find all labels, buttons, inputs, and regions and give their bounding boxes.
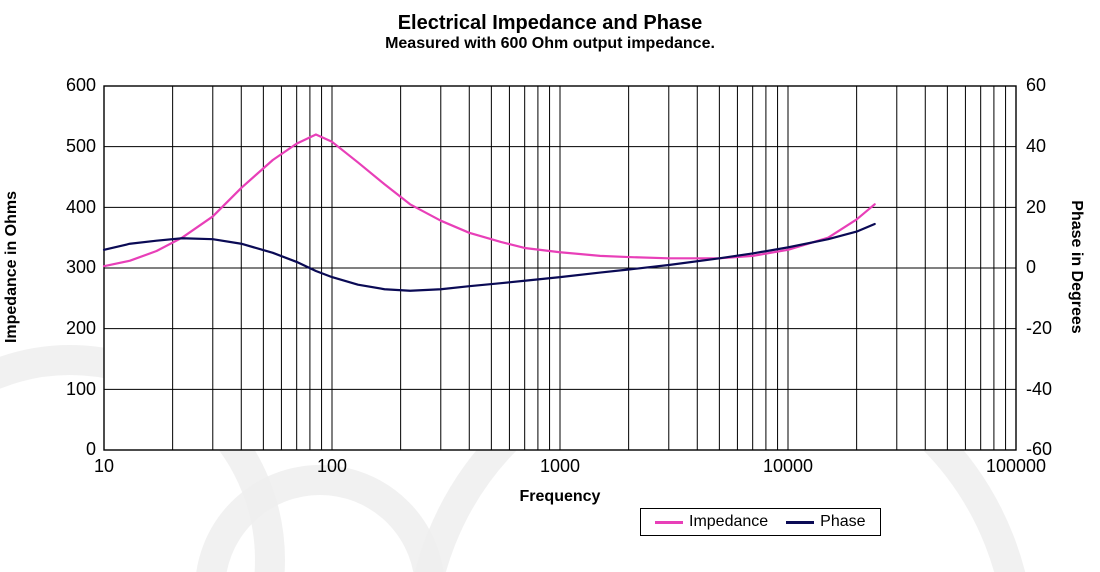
tick-label: 60 bbox=[1026, 75, 1046, 96]
tick-label: 1000 bbox=[520, 456, 600, 477]
tick-label: 40 bbox=[1026, 136, 1046, 157]
tick-label: 300 bbox=[36, 257, 96, 278]
legend-item-phase: Phase bbox=[786, 513, 865, 531]
tick-label: 500 bbox=[36, 136, 96, 157]
tick-label: -40 bbox=[1026, 379, 1052, 400]
tick-label: 200 bbox=[36, 318, 96, 339]
chart-legend: Impedance Phase bbox=[640, 508, 881, 536]
legend-label: Phase bbox=[820, 513, 865, 531]
chart-plot-area bbox=[0, 0, 1100, 572]
tick-label: 10 bbox=[64, 456, 144, 477]
legend-swatch-icon bbox=[655, 521, 683, 524]
legend-item-impedance: Impedance bbox=[655, 513, 768, 531]
tick-label: 0 bbox=[1026, 257, 1036, 278]
tick-label: 100 bbox=[36, 379, 96, 400]
tick-label: 100 bbox=[292, 456, 372, 477]
tick-label: 600 bbox=[36, 75, 96, 96]
tick-label: 400 bbox=[36, 197, 96, 218]
tick-label: 100000 bbox=[976, 456, 1056, 477]
legend-label: Impedance bbox=[689, 513, 768, 531]
legend-swatch-icon bbox=[786, 521, 814, 524]
tick-label: -20 bbox=[1026, 318, 1052, 339]
tick-label: 10000 bbox=[748, 456, 828, 477]
tick-label: 20 bbox=[1026, 197, 1046, 218]
